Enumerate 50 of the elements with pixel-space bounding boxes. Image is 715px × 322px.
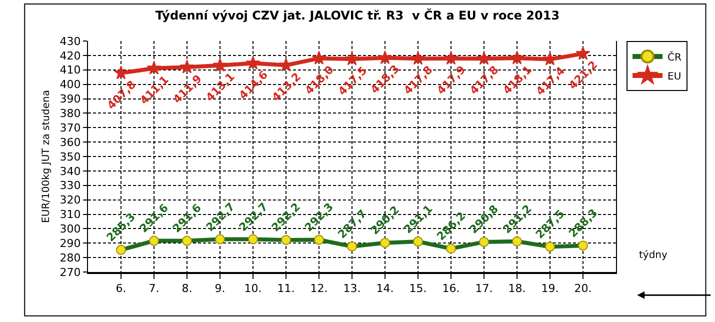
x-tick-label: 19. bbox=[541, 282, 559, 296]
y-tick-label: 280 bbox=[60, 251, 81, 264]
y-tick-label: 290 bbox=[60, 236, 81, 250]
x-tick-label: 10. bbox=[244, 282, 262, 296]
y-tick-label: 370 bbox=[60, 121, 81, 134]
point bbox=[476, 51, 492, 65]
y-tick-label: 330 bbox=[60, 179, 81, 192]
x-tick-label: 6. bbox=[116, 282, 126, 296]
y-tick-label: 390 bbox=[60, 92, 81, 106]
y-tick-label: 340 bbox=[60, 164, 81, 178]
y-tick-label: 300 bbox=[60, 222, 81, 236]
y-tick-label: 320 bbox=[60, 194, 81, 207]
point bbox=[312, 50, 326, 64]
y-tick-label: 380 bbox=[60, 107, 81, 120]
x-tick-label: 16. bbox=[442, 282, 460, 296]
point bbox=[576, 46, 590, 60]
point bbox=[146, 60, 162, 74]
x-tick-label: 20. bbox=[574, 282, 592, 296]
y-tick-label: 400 bbox=[60, 78, 81, 92]
y-tick-label: 360 bbox=[60, 136, 81, 149]
point bbox=[444, 50, 458, 65]
x-tick-label: 14. bbox=[376, 282, 394, 296]
point bbox=[410, 51, 426, 65]
legend-label: ČR bbox=[668, 50, 682, 64]
point bbox=[510, 50, 524, 64]
chart-title: Týdenní vývoj CZV jat. JALOVIC tř. R3 v ČR a EU v roce 2013 bbox=[155, 8, 560, 23]
y-tick-label: 430 bbox=[60, 34, 81, 48]
x-tick-label: 9. bbox=[214, 282, 226, 296]
y-tick-label: 410 bbox=[60, 64, 81, 77]
x-tick-label: 18. bbox=[508, 282, 526, 296]
point bbox=[344, 52, 360, 66]
x-tick-label: 15. bbox=[409, 282, 427, 296]
x-axis-title: týdny bbox=[639, 250, 668, 261]
point bbox=[378, 50, 392, 64]
point bbox=[114, 66, 128, 80]
legend-label: EU bbox=[668, 71, 682, 82]
point bbox=[246, 56, 260, 70]
x-tick-label: 11. bbox=[277, 282, 295, 296]
x-tick-label: 8. bbox=[182, 282, 192, 296]
y-tick-label: 270 bbox=[60, 266, 81, 279]
x-tick-label: 7. bbox=[148, 282, 160, 296]
x-tick-label: 13. bbox=[343, 282, 361, 296]
y-axis-title: EUR/100kg JUT za studena bbox=[40, 90, 52, 223]
x-tick-label: 12. bbox=[310, 282, 328, 296]
y-tick-label: 420 bbox=[60, 49, 81, 62]
x-tick-label: 17. bbox=[475, 282, 493, 296]
point bbox=[180, 60, 194, 74]
y-tick-label: 310 bbox=[60, 208, 81, 222]
point bbox=[212, 58, 228, 72]
y-tick-label: 350 bbox=[60, 150, 81, 164]
